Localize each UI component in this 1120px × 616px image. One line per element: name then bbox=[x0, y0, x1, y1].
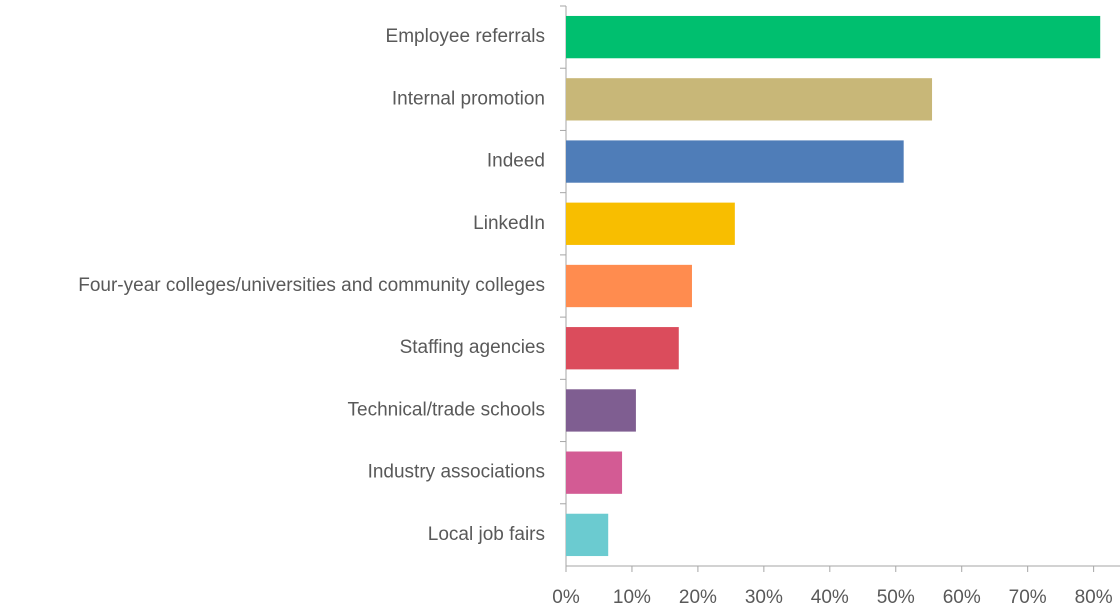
y-tick-label: Four-year colleges/universities and comm… bbox=[78, 275, 545, 296]
y-tick-label: Employee referrals bbox=[386, 26, 545, 47]
bar bbox=[566, 202, 735, 245]
bar bbox=[566, 140, 904, 183]
x-tick-label: 0% bbox=[552, 587, 580, 608]
x-tick-label: 40% bbox=[811, 587, 849, 608]
y-tick-label: Technical/trade schools bbox=[348, 399, 546, 420]
bar bbox=[566, 15, 1101, 59]
x-tick-label: 20% bbox=[679, 587, 717, 608]
x-tick-label: 80% bbox=[1075, 587, 1113, 608]
y-tick-label: Local job fairs bbox=[428, 524, 545, 545]
x-tick-label: 10% bbox=[613, 587, 651, 608]
x-tick-label: 30% bbox=[745, 587, 783, 608]
bar bbox=[566, 78, 933, 121]
y-tick-label: Internal promotion bbox=[392, 88, 545, 109]
x-tick-label: 60% bbox=[943, 587, 981, 608]
bar bbox=[566, 389, 636, 432]
bar bbox=[566, 513, 609, 557]
bar bbox=[566, 451, 623, 494]
y-tick-label: Indeed bbox=[487, 151, 545, 172]
x-tick-label: 50% bbox=[877, 587, 915, 608]
y-tick-label: Industry associations bbox=[368, 462, 545, 483]
y-tick-label: LinkedIn bbox=[473, 213, 545, 234]
x-tick-label: 70% bbox=[1009, 587, 1047, 608]
bar bbox=[566, 327, 679, 370]
y-tick-label: Staffing agencies bbox=[400, 337, 545, 358]
bar bbox=[566, 264, 692, 308]
